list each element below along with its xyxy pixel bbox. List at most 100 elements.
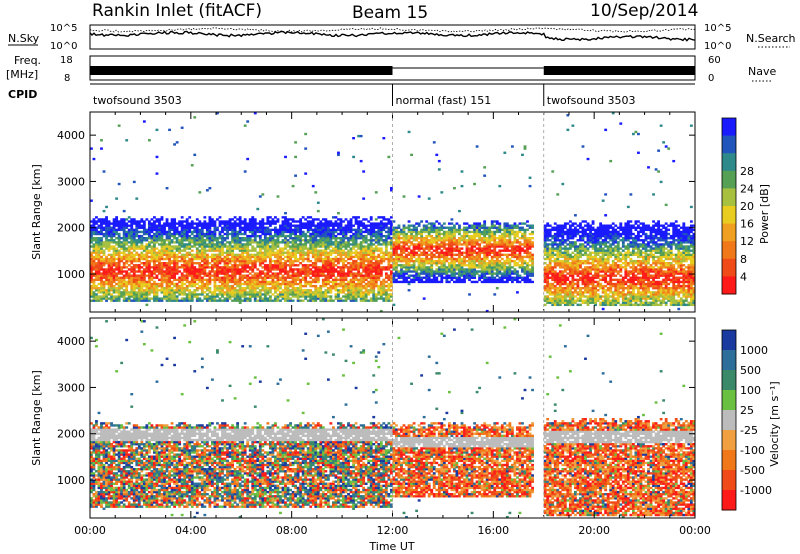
power-cell xyxy=(173,274,177,277)
power-cell xyxy=(397,280,401,284)
power-cell xyxy=(480,251,484,254)
power-cell xyxy=(400,228,403,232)
power-cell xyxy=(221,241,224,244)
power-cell xyxy=(190,282,194,286)
power-cell xyxy=(268,241,272,244)
power-cell xyxy=(170,247,174,250)
power-cell xyxy=(478,247,482,250)
power-cell xyxy=(301,284,305,288)
power-cell xyxy=(208,224,212,227)
power-cell xyxy=(276,272,280,275)
power-cell xyxy=(284,234,287,238)
power-cell xyxy=(417,224,421,227)
power-cell xyxy=(468,266,471,269)
power-cell xyxy=(155,274,159,277)
power-cell xyxy=(122,243,126,246)
power-cell xyxy=(447,253,451,257)
power-cell xyxy=(382,293,386,296)
power-cell xyxy=(458,270,461,273)
power-cell xyxy=(319,295,323,298)
power-cell xyxy=(238,293,242,296)
power-cell xyxy=(263,222,267,225)
power-cell xyxy=(321,245,325,248)
power-cell xyxy=(395,234,398,238)
power-cell xyxy=(163,297,166,300)
power-cell xyxy=(387,251,391,254)
power-cell xyxy=(299,295,303,298)
power-cell xyxy=(362,249,366,252)
power-cell xyxy=(337,224,340,227)
power-cell xyxy=(314,251,318,254)
power-cell xyxy=(211,291,214,294)
power-cell xyxy=(180,126,184,129)
power-cell xyxy=(463,276,466,279)
power-cell xyxy=(463,243,466,246)
power-cell xyxy=(286,220,290,223)
power-cell xyxy=(354,291,358,294)
power-cell xyxy=(236,280,240,284)
power-cell xyxy=(223,255,227,259)
power-cell xyxy=(110,276,113,279)
power-cell xyxy=(422,230,426,234)
power-cell xyxy=(218,291,222,294)
power-cell xyxy=(198,278,202,282)
power-cell xyxy=(291,255,295,259)
power-cell xyxy=(241,257,245,261)
power-cell xyxy=(289,276,292,279)
power-cell xyxy=(359,259,363,263)
power-cell xyxy=(384,230,388,234)
power-cell xyxy=(379,220,383,223)
power-cell xyxy=(243,218,247,221)
power-cell xyxy=(266,241,270,244)
power-cell xyxy=(153,284,156,288)
power-cell xyxy=(458,253,461,257)
power-cell xyxy=(299,232,303,236)
power-cell xyxy=(465,222,469,225)
power-cell xyxy=(349,262,353,265)
power-cell xyxy=(405,266,408,269)
power-cell xyxy=(296,287,300,290)
power-cell xyxy=(359,251,363,254)
power-cell xyxy=(238,270,242,273)
power-cell xyxy=(395,253,398,257)
power-cell xyxy=(319,243,323,246)
power-cell xyxy=(208,228,212,232)
power-cell xyxy=(276,287,280,290)
power-cell xyxy=(226,226,229,229)
power-cell xyxy=(468,234,471,238)
power-cell xyxy=(102,228,106,232)
power-cell xyxy=(233,299,237,302)
power-cell xyxy=(392,276,396,279)
power-cell xyxy=(153,297,156,300)
power-cell xyxy=(140,251,144,254)
power-cell xyxy=(483,230,487,234)
power-cell xyxy=(173,230,177,234)
power-cell xyxy=(442,245,446,248)
power-cell xyxy=(200,237,204,240)
power-cell xyxy=(374,282,378,286)
power-cell xyxy=(316,255,320,259)
power-cell xyxy=(251,264,255,267)
power-cell xyxy=(352,272,355,275)
power-cell xyxy=(324,270,328,273)
power-cell xyxy=(92,284,96,288)
power-cell xyxy=(402,241,406,244)
power-cell xyxy=(296,278,300,282)
power-cell xyxy=(248,297,252,300)
power-cell xyxy=(226,259,229,263)
power-cell xyxy=(389,264,393,267)
power-cell xyxy=(145,293,149,296)
power-cell xyxy=(274,299,277,302)
power-cell xyxy=(450,270,454,273)
power-cell xyxy=(115,297,119,300)
power-cell xyxy=(447,274,451,277)
power-cell xyxy=(337,274,340,277)
power-cell xyxy=(175,266,179,269)
power-cell xyxy=(465,255,469,259)
power-cell xyxy=(475,247,479,250)
power-cell xyxy=(304,266,308,269)
power-cell xyxy=(193,222,197,225)
power-cell xyxy=(294,287,298,290)
power-cell xyxy=(117,268,121,271)
power-cell xyxy=(216,257,219,261)
